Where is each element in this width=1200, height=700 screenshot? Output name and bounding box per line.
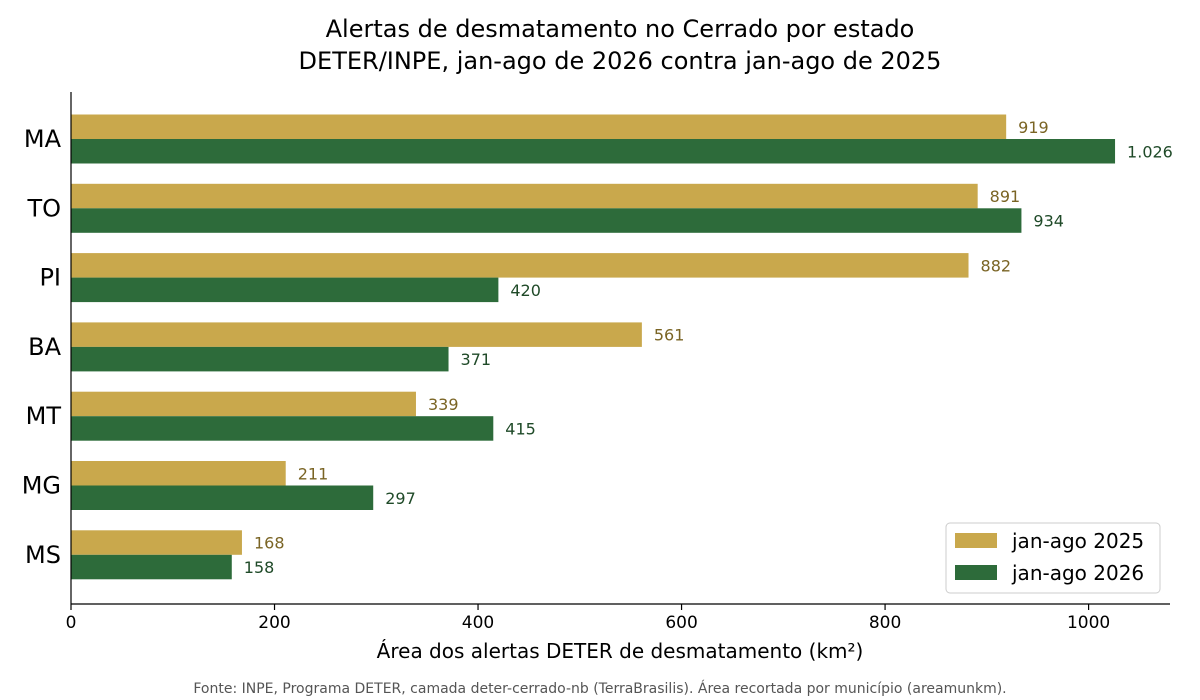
data-label-to-2026: 934 <box>1033 212 1064 231</box>
legend-swatch-2025 <box>955 533 997 548</box>
category-label-ms: MS <box>25 541 61 569</box>
bar-ma-2026 <box>71 139 1116 164</box>
category-label-ma: MA <box>24 125 62 153</box>
category-labels-group: MA TO PI BA MT MG MS <box>22 125 62 569</box>
source-note: Fonte: INPE, Programa DETER, camada dete… <box>193 680 1006 697</box>
category-label-ba: BA <box>28 333 61 361</box>
data-label-mt-2025: 339 <box>428 395 459 414</box>
x-ticks-group: 0 200 400 600 800 1000 <box>66 604 1110 633</box>
data-label-ba-2025: 561 <box>654 326 685 345</box>
legend-label-2026: jan-ago 2026 <box>1011 561 1144 585</box>
x-tick-label-600: 600 <box>665 613 697 633</box>
bar-to-2025 <box>71 183 978 209</box>
chart-title-line-1: Alertas de desmatamento no Cerrado por e… <box>326 15 915 43</box>
x-axis-label: Área dos alertas DETER de desmatamento (… <box>377 639 864 663</box>
data-label-pi-2026: 420 <box>510 281 541 300</box>
legend-frame <box>945 522 1161 594</box>
data-label-ms-2025: 168 <box>254 534 285 553</box>
data-label-ma-2025: 919 <box>1018 118 1049 137</box>
data-label-mt-2026: 415 <box>505 419 536 438</box>
data-labels-group: 919 1.026 891 934 882 420 561 371 339 415 211 297 16… <box>244 118 1173 577</box>
bar-ba-2025 <box>71 322 642 347</box>
bar-pi-2025 <box>71 253 969 278</box>
data-label-ms-2026: 158 <box>244 558 275 577</box>
bar-pi-2026 <box>71 277 499 303</box>
bar-ma-2025 <box>71 114 1007 139</box>
bar-mt-2025 <box>71 391 416 417</box>
x-tick-label-800: 800 <box>869 613 901 633</box>
data-label-ma-2026: 1.026 <box>1127 142 1173 161</box>
legend-label-2025: jan-ago 2025 <box>1011 529 1144 553</box>
bar-ms-2025 <box>71 530 242 555</box>
bars-group <box>71 114 1116 580</box>
bar-mg-2025 <box>71 461 286 486</box>
category-label-mg: MG <box>22 472 61 500</box>
chart-title-line-2: DETER/INPE, jan-ago de 2026 contra jan-a… <box>299 47 942 75</box>
data-label-mg-2026: 297 <box>385 489 416 508</box>
category-label-to: TO <box>26 194 61 222</box>
bar-ba-2026 <box>71 346 449 372</box>
x-tick-label-0: 0 <box>66 613 77 633</box>
bar-to-2026 <box>71 208 1022 233</box>
x-tick-label-200: 200 <box>258 613 290 633</box>
x-tick-label-1000: 1000 <box>1067 613 1110 633</box>
data-label-pi-2025: 882 <box>981 256 1012 275</box>
data-label-mg-2025: 211 <box>298 464 329 483</box>
legend: jan-ago 2025 jan-ago 2026 <box>945 522 1161 594</box>
data-label-ba-2026: 371 <box>461 350 492 369</box>
category-label-pi: PI <box>39 264 61 292</box>
category-label-mt: MT <box>26 402 62 430</box>
x-tick-label-400: 400 <box>462 613 494 633</box>
data-label-to-2025: 891 <box>990 187 1021 206</box>
bar-mg-2026 <box>71 485 374 510</box>
legend-swatch-2026 <box>955 565 997 580</box>
bar-ms-2026 <box>71 554 232 580</box>
bar-mt-2026 <box>71 416 494 441</box>
